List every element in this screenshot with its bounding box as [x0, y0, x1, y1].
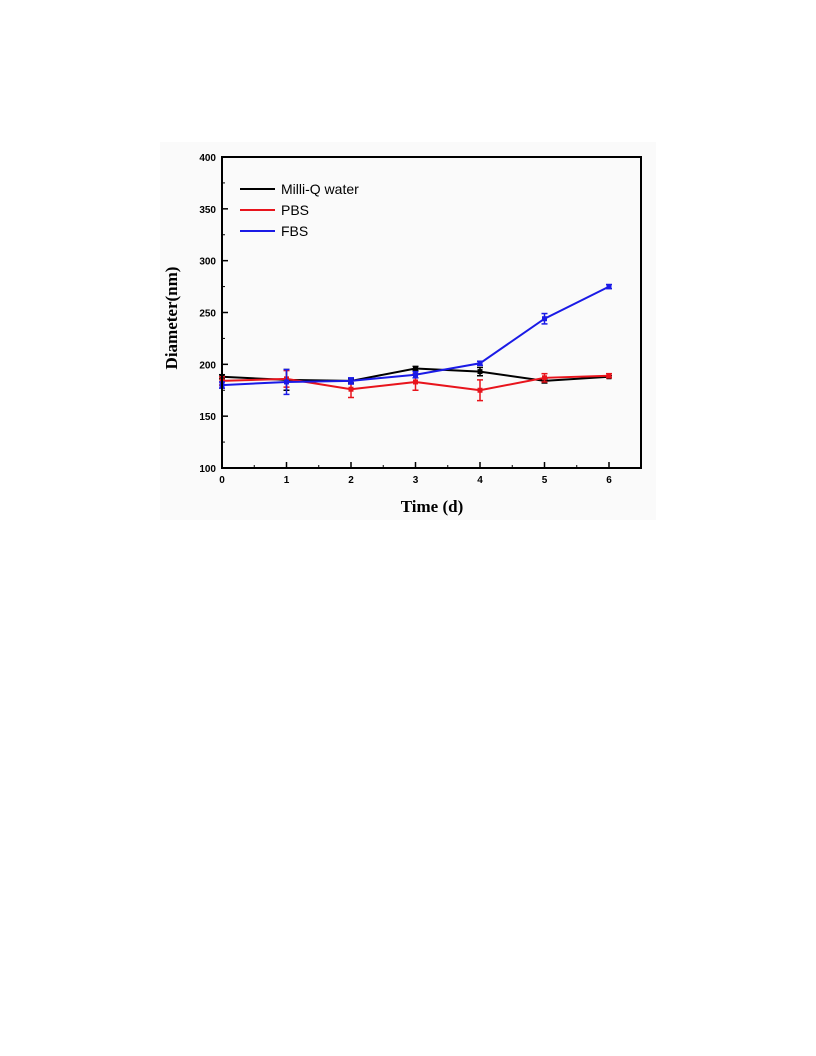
y-axis-label: Diameter(nm) — [162, 267, 181, 370]
y-tick-label: 350 — [199, 205, 216, 216]
data-point-fbs — [413, 372, 418, 378]
data-point-fbs — [348, 378, 354, 384]
x-tick-label: 4 — [477, 475, 483, 486]
chart-background — [160, 142, 656, 520]
ticks-layer: 0 1 2 3 4 5 6 100 150 200 250 300 350 400 — [199, 153, 612, 486]
x-tick-label: 5 — [542, 475, 548, 486]
legend-label-pbs: PBS — [281, 202, 309, 218]
data-point-milli-q-water — [477, 369, 483, 375]
data-point-pbs — [542, 375, 547, 381]
data-point-pbs — [348, 386, 354, 392]
x-tick-label: 1 — [284, 475, 290, 486]
data-point-fbs — [284, 379, 289, 385]
legend: Milli-Q water PBS FBS — [240, 181, 359, 239]
data-point-fbs — [542, 316, 547, 322]
data-point-pbs — [606, 373, 612, 379]
plot-layer — [219, 283, 612, 402]
x-tick-label: 3 — [413, 475, 419, 486]
y-tick-label: 150 — [199, 412, 216, 423]
data-point-pbs — [413, 379, 418, 385]
x-axis-label: Time (d) — [401, 497, 464, 516]
data-point-pbs — [477, 387, 483, 393]
data-point-milli-q-water — [413, 365, 418, 371]
x-tick-label: 0 — [219, 475, 225, 486]
x-tick-label: 2 — [348, 475, 354, 486]
x-tick-label: 6 — [606, 475, 612, 486]
y-tick-label: 300 — [199, 257, 216, 268]
legend-label-fbs: FBS — [281, 223, 308, 239]
y-tick-label: 250 — [199, 309, 216, 320]
data-point-fbs — [477, 360, 483, 366]
data-point-fbs — [606, 284, 612, 290]
y-tick-label: 100 — [199, 464, 216, 475]
y-tick-label: 400 — [199, 153, 216, 164]
y-tick-label: 200 — [199, 360, 216, 371]
legend-label-milli-q-water: Milli-Q water — [281, 181, 359, 197]
